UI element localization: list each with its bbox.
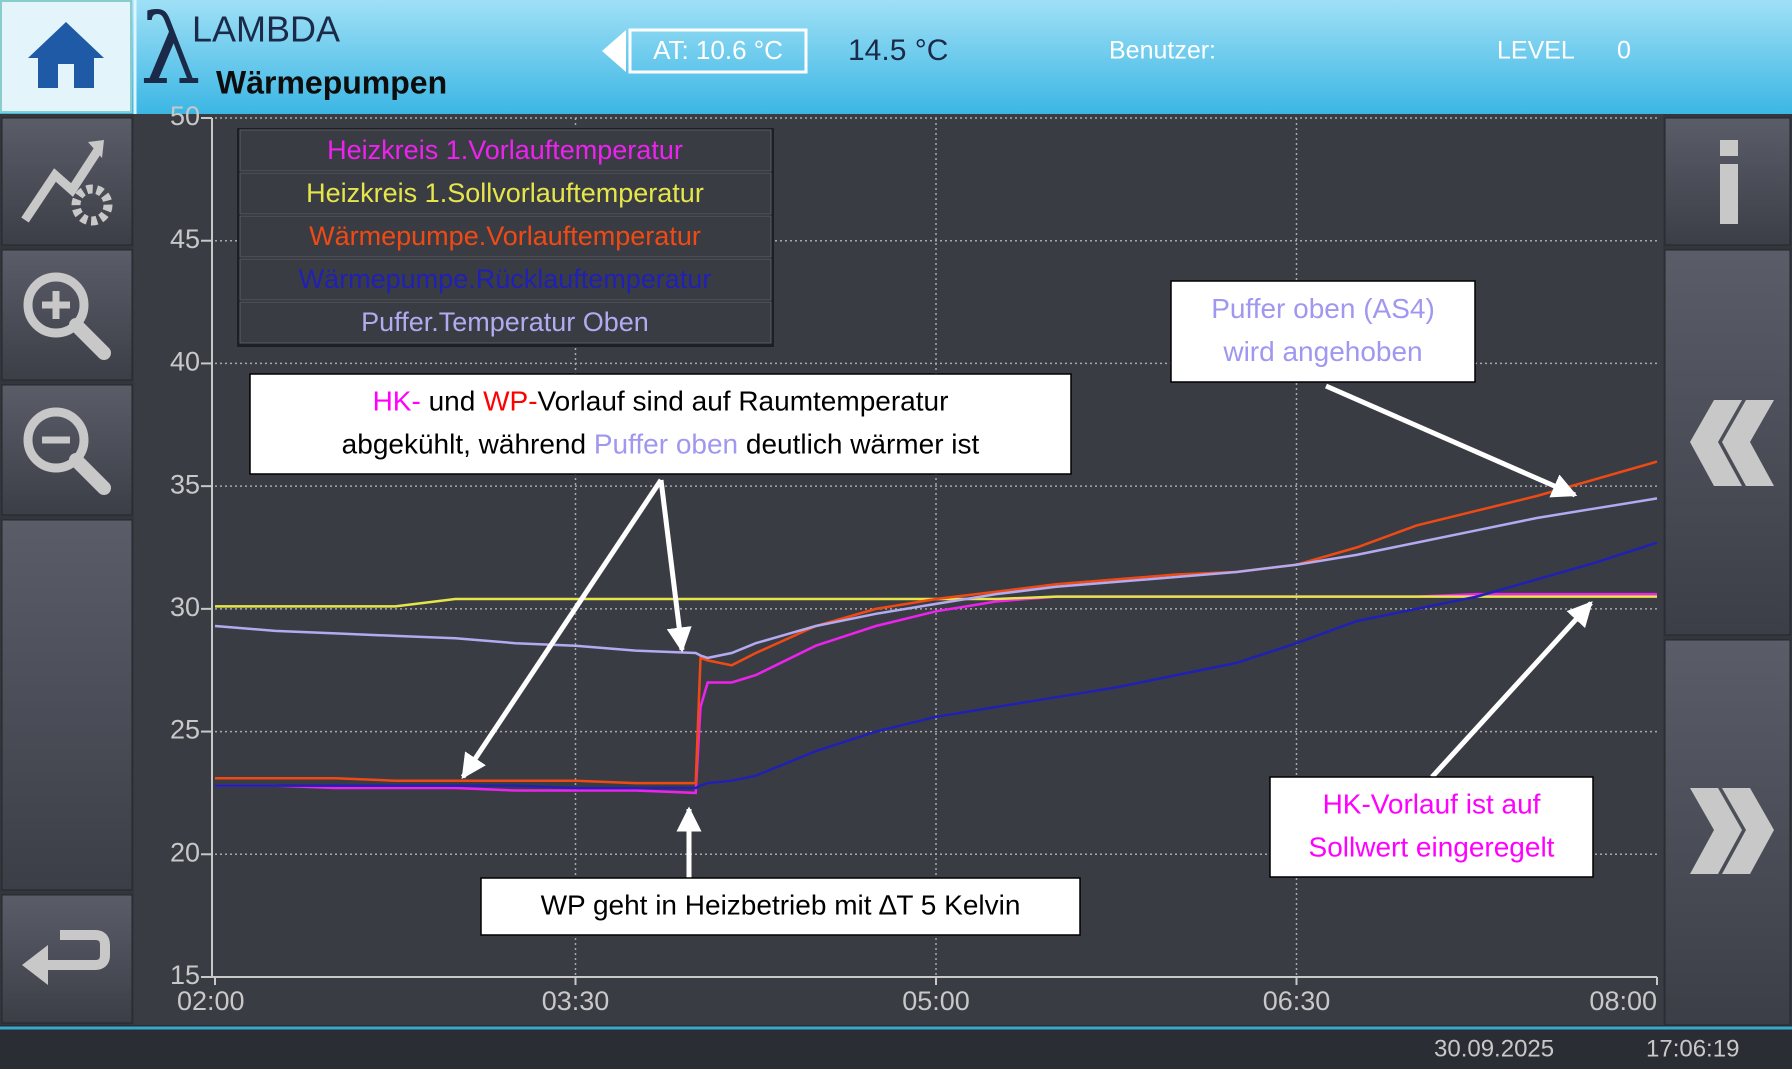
annotation-part: abgekühlt, während (342, 429, 594, 460)
level-label: LEVEL (1497, 37, 1575, 65)
left-sidebar (0, 114, 134, 1025)
annotation-part: Puffer oben (AS4) (1211, 293, 1435, 324)
annotation-arrow (460, 478, 664, 780)
annotation-part: und (421, 386, 483, 417)
annotation-arrow (658, 479, 692, 653)
at-arrow (602, 30, 626, 72)
annotation-text: Puffer oben (AS4) (1211, 293, 1435, 324)
series-line (215, 595, 1657, 608)
scroll-left-button[interactable] (1664, 249, 1791, 636)
y-tick-label: 40 (170, 347, 200, 377)
time: 17:06:19 (1646, 1035, 1739, 1062)
annotation-text: abgekühlt, während Puffer oben deutlich … (342, 429, 980, 460)
zoom-out-button[interactable] (1, 384, 133, 516)
annotation-part: Puffer oben (594, 429, 738, 460)
series-line (214, 497, 1658, 660)
legend-entry: Heizkreis 1.Sollvorlauftemperatur (306, 178, 704, 208)
zoom-in-button[interactable] (1, 249, 133, 381)
date: 30.09.2025 (1434, 1035, 1554, 1062)
room-temp: 14.5 °C (848, 34, 948, 67)
series-line (215, 541, 1658, 790)
x-tick-label: 02:00 (177, 986, 245, 1016)
legend-row (239, 172, 772, 215)
y-tick-label: 30 (170, 592, 200, 622)
annotation-box (1269, 776, 1594, 878)
annotation-text: WP geht in Heizbetrieb mit ∆T 5 Kelvin (541, 890, 1021, 921)
annotation-text: Sollwert eingeregelt (1309, 832, 1555, 863)
scroll-right-button[interactable] (1664, 639, 1791, 1026)
legend-entry: Wärmepumpe.Rücklauftemperatur (299, 264, 712, 294)
outdoor-temp: AT: 10.6 °C (653, 35, 783, 65)
x-tick-label: 06:30 (1263, 986, 1331, 1016)
logo-subtitle: Wärmepumpen (216, 64, 447, 100)
annotation-part: deutlich wärmer ist (738, 429, 979, 460)
legend-entry: Heizkreis 1.Vorlauftemperatur (327, 135, 683, 165)
annotation-text: wird angehoben (1222, 336, 1422, 367)
trend-settings-button[interactable] (1, 117, 133, 246)
annotation-box (1170, 280, 1476, 383)
annotation-arrow (1430, 601, 1593, 779)
x-tick-label: 03:30 (542, 986, 610, 1016)
legend-row (239, 258, 772, 301)
legend-row (239, 215, 772, 258)
annotation-part: Sollwert eingeregelt (1309, 832, 1555, 863)
annotation-part: WP- (483, 386, 537, 417)
y-tick-label: 15 (170, 960, 200, 990)
logo-title: LAMBDA (192, 9, 340, 50)
back-button[interactable] (1, 894, 133, 1024)
y-tick-label: 20 (170, 837, 200, 867)
annotation-box (249, 373, 1072, 475)
annotation-arrow (1324, 383, 1578, 498)
y-tick-label: 35 (170, 469, 200, 499)
legend-row (239, 301, 772, 344)
x-tick-label: 08:00 (1589, 986, 1657, 1016)
annotation-part: Vorlauf sind auf Raumtemperatur (538, 386, 949, 417)
series-line (215, 460, 1658, 785)
top-bar (0, 0, 1792, 114)
y-tick-label: 45 (170, 224, 200, 254)
at-box (628, 28, 808, 74)
annotation-part: WP geht in Heizbetrieb mit ∆T 5 Kelvin (541, 890, 1021, 921)
x-tick-label: 05:00 (902, 986, 970, 1016)
y-tick-label: 25 (170, 715, 200, 745)
right-sidebar (1663, 114, 1792, 1026)
plot: 15 20 25 30 35 40 45 50 02:00 03:30 05:00 06:30 08:0… (170, 101, 1658, 1016)
legend-row (239, 129, 772, 172)
status-bar (0, 1025, 1792, 1069)
annotation-part: HK-Vorlauf ist auf (1323, 789, 1541, 820)
logo-symbol: λ (140, 0, 201, 106)
annotation-part: HK- (373, 386, 421, 417)
info-button[interactable] (1664, 117, 1791, 246)
annotation-text: HK- und WP-Vorlauf sind auf Raumtemperat… (373, 386, 949, 417)
annotation-part: wird angehoben (1222, 336, 1422, 367)
annotation-text: HK-Vorlauf ist auf (1323, 789, 1541, 820)
y-tick-label: 50 (170, 101, 200, 131)
legend-entry: Puffer.Temperatur Oben (361, 307, 649, 337)
user-label: Benutzer: (1109, 37, 1216, 65)
level-value: 0 (1617, 37, 1631, 65)
legend-entry: Wärmepumpe.Vorlauftemperatur (309, 221, 701, 251)
home-button[interactable] (0, 0, 132, 113)
annotation-box (480, 877, 1081, 936)
